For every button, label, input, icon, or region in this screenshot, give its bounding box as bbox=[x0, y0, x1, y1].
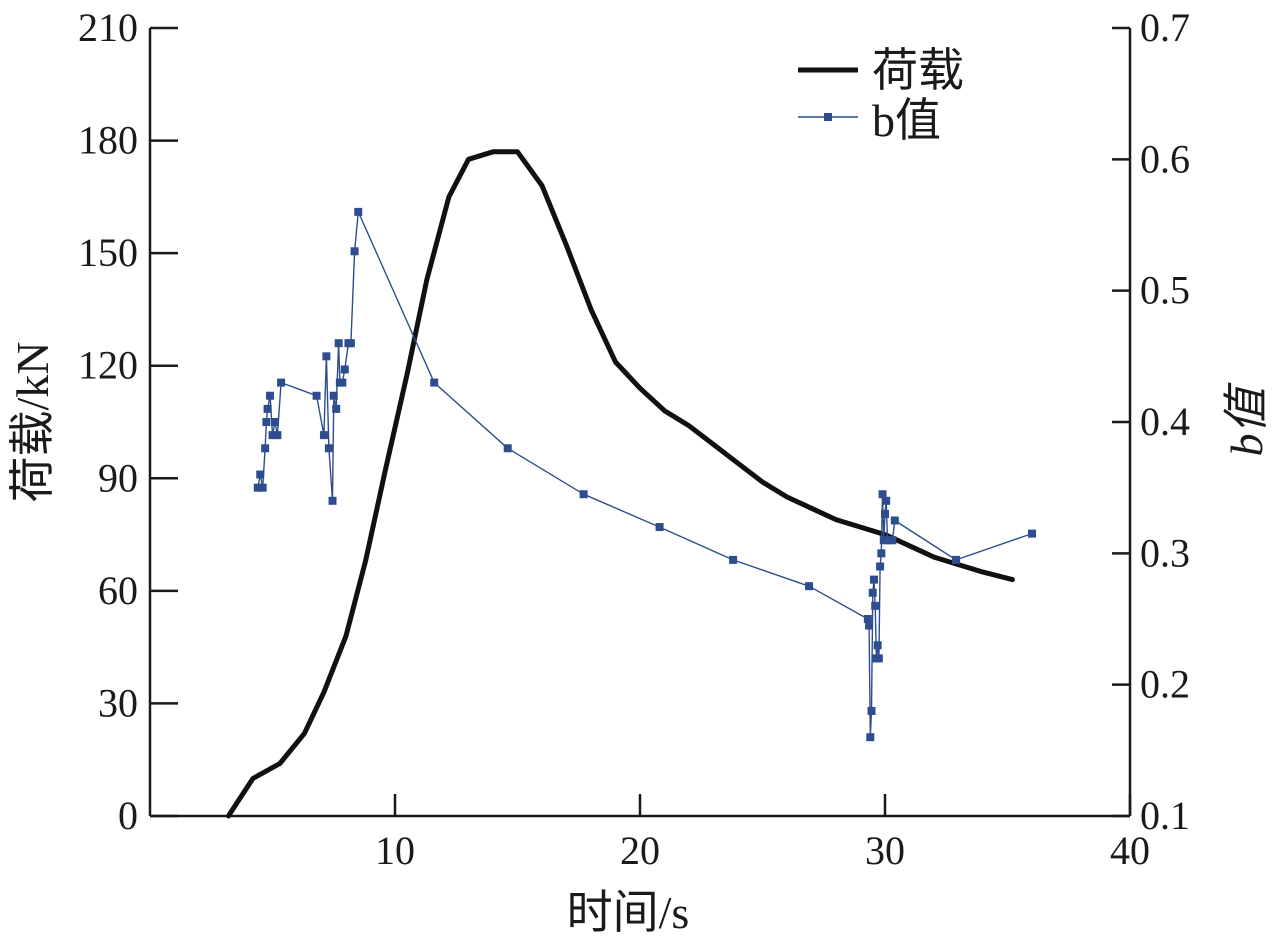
legend: 荷载 b值 bbox=[798, 45, 964, 146]
b-value-point bbox=[262, 418, 271, 426]
b-value-point bbox=[871, 601, 880, 610]
y-left-axis-title: 荷载/kN bbox=[7, 342, 58, 503]
series-line-b bbox=[257, 211, 1033, 738]
b-value-point bbox=[261, 444, 270, 453]
y-left-tick-label: 0 bbox=[118, 793, 138, 838]
b-value-point bbox=[319, 431, 328, 440]
y-right-tick-label: 0.5 bbox=[1140, 268, 1190, 313]
b-value-point bbox=[805, 582, 814, 591]
x-tick-label: 20 bbox=[620, 828, 660, 873]
x-tick-label: 40 bbox=[1110, 828, 1150, 873]
series-line-load bbox=[225, 149, 1015, 819]
legend-label-load: 荷载 bbox=[872, 45, 964, 96]
b-value-point bbox=[503, 444, 512, 453]
y-right-tick-label: 0.3 bbox=[1140, 530, 1190, 575]
b-value-point bbox=[888, 536, 897, 545]
y-right-axis-title: b值 bbox=[1221, 382, 1272, 457]
legend-swatch-b-marker bbox=[824, 113, 832, 121]
b-value-point bbox=[346, 339, 355, 348]
plot-area bbox=[225, 149, 1036, 819]
b-value-point bbox=[273, 431, 282, 440]
x-tick-label: 30 bbox=[865, 828, 905, 873]
axes bbox=[148, 28, 1132, 818]
b-value-point bbox=[952, 555, 961, 564]
b-value-point bbox=[881, 509, 889, 518]
b-value-point bbox=[328, 496, 337, 505]
b-value-point bbox=[332, 404, 341, 413]
y-right-tick-label: 0.2 bbox=[1140, 662, 1190, 707]
b-value-point bbox=[874, 654, 883, 663]
b-value-point bbox=[873, 641, 882, 650]
b-value-point bbox=[877, 549, 886, 558]
b-value-point bbox=[322, 352, 331, 361]
b-value-point bbox=[277, 378, 286, 387]
b-value-point bbox=[350, 247, 359, 256]
b-value-point bbox=[878, 490, 887, 499]
b-value-point bbox=[258, 483, 267, 492]
b-value-point bbox=[263, 404, 272, 413]
y-left-tick-label: 60 bbox=[98, 568, 138, 613]
b-value-point bbox=[869, 575, 878, 584]
y-left-tick-label: 90 bbox=[98, 455, 138, 500]
b-value-point bbox=[579, 490, 588, 499]
b-value-point bbox=[338, 378, 347, 387]
b-value-point bbox=[882, 496, 891, 505]
b-value-point bbox=[329, 391, 338, 400]
y-left-tick-label: 210 bbox=[78, 5, 138, 50]
x-tick-label: 10 bbox=[375, 828, 415, 873]
b-value-point bbox=[1028, 529, 1036, 538]
b-value-point bbox=[340, 365, 349, 374]
b-value-point bbox=[890, 516, 899, 525]
x-axis-title: 时间/s bbox=[567, 887, 690, 938]
y-right-tick-label: 0.4 bbox=[1140, 399, 1190, 444]
b-value-point bbox=[253, 483, 262, 492]
b-value-point bbox=[268, 431, 277, 440]
b-value-point bbox=[863, 615, 872, 623]
y-left-tick-label: 150 bbox=[78, 230, 138, 275]
b-value-point bbox=[266, 391, 275, 400]
b-value-point bbox=[256, 470, 265, 479]
b-value-point bbox=[324, 444, 333, 453]
y-left-tick-label: 120 bbox=[78, 343, 138, 388]
b-value-point bbox=[334, 339, 343, 348]
y-right-tick-label: 0.7 bbox=[1140, 5, 1190, 50]
b-value-point bbox=[729, 555, 738, 564]
b-value-point bbox=[868, 588, 877, 597]
b-value-point bbox=[876, 562, 885, 571]
b-value-point bbox=[866, 733, 875, 742]
b-value-point bbox=[865, 621, 874, 630]
b-value-point bbox=[354, 207, 363, 216]
b-value-point bbox=[270, 418, 279, 426]
y-left-tick-label: 30 bbox=[98, 680, 138, 725]
b-value-point bbox=[867, 706, 876, 715]
y-right-tick-label: 0.1 bbox=[1140, 793, 1190, 838]
ticks: 0 30 60 90 120 150 180 210 0.1 0.2 0.3 0.4 0.5 0.6 0.7… bbox=[78, 5, 1190, 873]
y-left-tick-label: 180 bbox=[78, 118, 138, 163]
b-value-point bbox=[655, 523, 664, 532]
legend-label-b: b值 bbox=[872, 95, 941, 146]
y-right-tick-label: 0.6 bbox=[1140, 136, 1190, 181]
b-value-point bbox=[312, 391, 321, 400]
b-value-point bbox=[430, 378, 439, 387]
